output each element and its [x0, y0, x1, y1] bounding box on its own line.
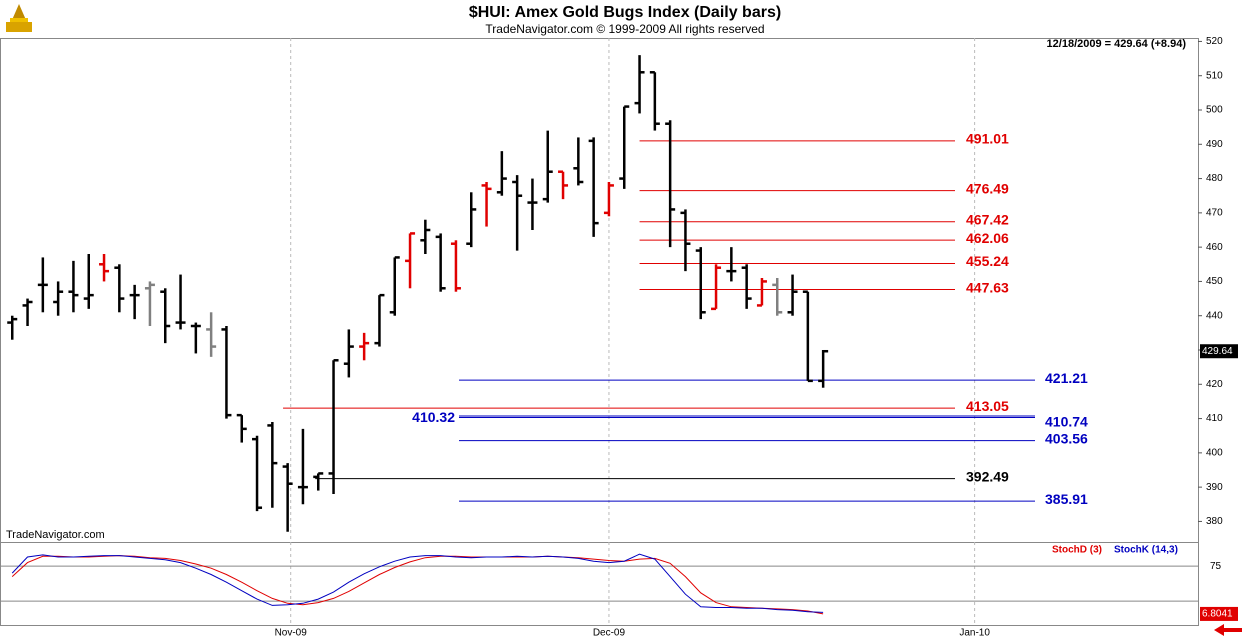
y-tick-label: 480	[1206, 173, 1223, 184]
x-tick-label: Dec-09	[593, 628, 626, 639]
level-label: 421.21	[1045, 370, 1088, 386]
y-tick-label: 410	[1206, 413, 1223, 424]
y-tick-label: 380	[1206, 516, 1223, 527]
x-tick-label: Nov-09	[275, 628, 308, 639]
y-tick-label: 520	[1206, 36, 1223, 47]
y-tick-label: 400	[1206, 447, 1223, 458]
stoch-panel	[0, 542, 1199, 626]
level-label: 410.32	[412, 409, 455, 425]
chart-title: $HUI: Amex Gold Bugs Index (Daily bars)	[469, 4, 781, 21]
level-label: 447.63	[966, 279, 1009, 295]
y-tick-label: 450	[1206, 276, 1223, 287]
level-label: 392.49	[966, 468, 1009, 484]
scroll-arrow[interactable]	[1214, 624, 1242, 636]
price-tag	[1200, 344, 1238, 359]
y-tick-label: 440	[1206, 310, 1223, 321]
y-tick-label: 510	[1206, 70, 1223, 81]
level-label: 476.49	[966, 180, 1009, 196]
last-label: 12/18/2009 = 429.64 (+8.94)	[1047, 38, 1187, 50]
subtitle: TradeNavigator.com © 1999-2009 All right…	[485, 22, 764, 36]
value-tag	[1200, 606, 1238, 621]
watermark: TradeNavigator.com	[6, 529, 105, 541]
y-tick-label: 390	[1206, 482, 1223, 493]
level-label: 462.06	[966, 230, 1009, 246]
level-label: 491.01	[966, 131, 1009, 147]
y-tick-label: 75	[1210, 561, 1222, 572]
logo	[6, 4, 32, 32]
price-tag-label: 429.64	[1202, 346, 1233, 357]
y-tick-label: 500	[1206, 105, 1223, 116]
level-label: 413.05	[966, 398, 1009, 414]
x-tick-label: Jan-10	[959, 628, 990, 639]
level-label: 467.42	[966, 211, 1009, 227]
level-label: 385.91	[1045, 491, 1088, 507]
stoch-line	[11, 555, 824, 615]
legend-entry: StochK (14,3)	[1114, 545, 1178, 556]
legend-entry: StochD (3)	[1052, 545, 1102, 556]
y-tick-label: 420	[1206, 379, 1223, 390]
y-tick-label: 490	[1206, 139, 1223, 150]
stoch-line	[11, 553, 824, 613]
value-tag-label: 6.8041	[1202, 609, 1233, 620]
level-label: 403.56	[1045, 430, 1088, 446]
y-tick-label: 470	[1206, 207, 1223, 218]
level-label: 455.24	[966, 253, 1009, 269]
y-tick-label: 460	[1206, 242, 1223, 253]
level-label: 410.74	[1045, 414, 1088, 430]
